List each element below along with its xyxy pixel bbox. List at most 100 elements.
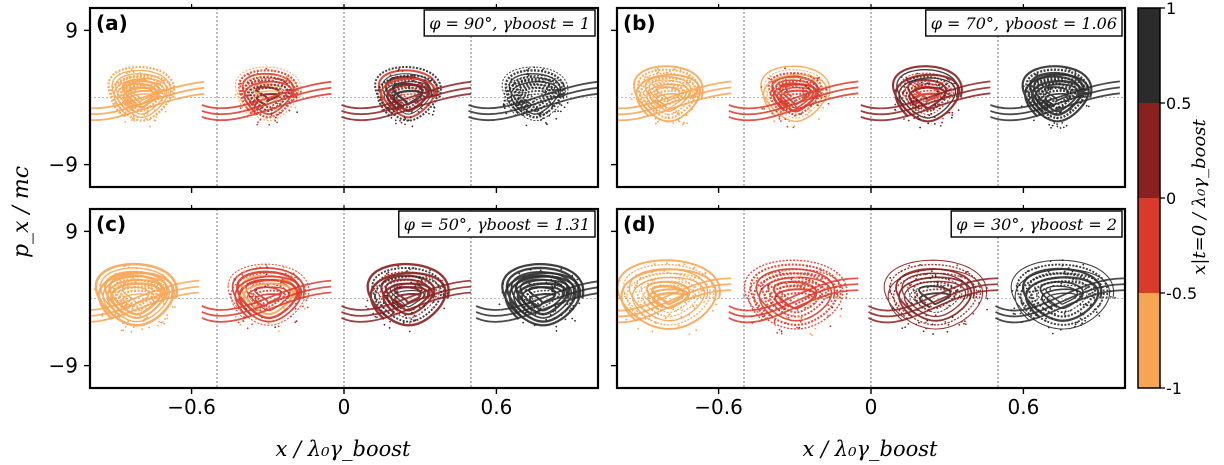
particle-dot xyxy=(624,295,627,298)
particle-dot xyxy=(416,96,419,99)
particle-dot xyxy=(657,68,659,70)
particle-dot xyxy=(236,303,239,306)
particle-dot xyxy=(519,298,522,300)
particle-dot xyxy=(402,321,405,324)
particle-dot xyxy=(788,120,790,123)
particle-dot xyxy=(131,117,134,120)
particle-dot xyxy=(812,77,815,80)
particle-dot xyxy=(814,327,817,330)
panel-label: (c) xyxy=(96,212,126,236)
particle-dot xyxy=(278,91,281,94)
particle-dot xyxy=(779,271,781,274)
particle-dot xyxy=(527,74,530,76)
particle-trail xyxy=(366,262,450,327)
particle-dot xyxy=(917,101,919,104)
particle-dot xyxy=(560,110,562,113)
sheared-tail xyxy=(868,283,999,318)
particle-dot xyxy=(1085,104,1088,107)
particle-dot xyxy=(411,283,414,285)
y-tick-label: −9 xyxy=(49,153,78,177)
particle-dot xyxy=(149,305,152,308)
colorbar-band xyxy=(1138,103,1160,198)
particle-dot xyxy=(761,289,764,292)
annotation-box xyxy=(423,9,596,37)
particle-dot xyxy=(633,286,636,289)
particle-dot xyxy=(666,121,668,123)
particle-dot xyxy=(506,93,508,96)
particle-dot xyxy=(266,266,268,268)
particle-dot xyxy=(171,306,174,308)
particle-dot xyxy=(256,72,259,75)
particle-dot xyxy=(396,303,399,306)
particle-dot xyxy=(895,303,897,306)
particle-dot xyxy=(945,83,947,86)
particle-dot xyxy=(1071,270,1074,273)
particle-dot xyxy=(118,73,121,75)
particle-dot xyxy=(800,316,803,319)
particle-trail xyxy=(760,65,831,123)
particle-dot xyxy=(534,313,537,316)
particle-dot xyxy=(255,309,257,311)
particle-dot xyxy=(414,315,417,318)
particle-dot xyxy=(1079,96,1082,99)
particle-dot xyxy=(944,321,947,323)
particle-dot xyxy=(410,77,412,80)
particle-dot xyxy=(502,282,504,285)
particle-trail xyxy=(107,65,176,122)
particle-dot xyxy=(381,106,383,109)
particle-dot xyxy=(914,79,916,82)
particle-dot xyxy=(252,83,254,85)
particle-dot xyxy=(365,305,367,308)
particle-dot xyxy=(807,279,810,282)
sheared-tail xyxy=(90,92,205,122)
particle-dot xyxy=(533,324,536,327)
particle-dot xyxy=(127,320,130,323)
particle-dot xyxy=(392,298,395,301)
particle-dot xyxy=(636,303,639,306)
particle-dot xyxy=(1093,308,1096,311)
particle-dot xyxy=(302,305,304,308)
particle-dot xyxy=(1033,89,1035,91)
particle-dot xyxy=(411,111,413,113)
particle-dot xyxy=(163,282,166,285)
particle-dot xyxy=(151,283,154,286)
particle-dot xyxy=(399,286,401,288)
particle-dot xyxy=(1011,289,1014,292)
colorbar-tick-label: 0 xyxy=(1166,189,1176,208)
sheared-tail xyxy=(728,92,859,122)
particle-dot xyxy=(692,305,695,308)
particle-dot xyxy=(1057,83,1060,85)
particle-dot xyxy=(762,93,764,95)
particle-dot xyxy=(1094,299,1096,301)
particle-dot xyxy=(778,103,781,106)
particle-dot xyxy=(373,287,376,290)
particle-dot xyxy=(525,288,528,291)
sheared-tail xyxy=(341,279,472,311)
particle-dot xyxy=(679,273,681,276)
particle-dot xyxy=(684,301,686,304)
particle-trail xyxy=(524,282,561,310)
particle-dot xyxy=(132,277,134,279)
particle-dot xyxy=(255,268,257,270)
particle-dot xyxy=(292,272,295,275)
particle-dot xyxy=(919,263,921,266)
x-tick-label: 0.6 xyxy=(1007,395,1039,419)
particle-dot xyxy=(572,308,574,310)
particle-trail xyxy=(104,270,169,319)
particle-dot xyxy=(248,295,251,298)
particle-dot xyxy=(677,324,680,327)
particle-dot xyxy=(550,287,553,289)
particle-dot xyxy=(1014,313,1016,315)
particle-trail xyxy=(1010,259,1115,330)
particle-dot xyxy=(277,330,280,332)
particle-dot xyxy=(1036,79,1038,82)
particle-dot xyxy=(526,293,529,296)
particle-dot xyxy=(773,319,776,322)
particle-dot xyxy=(283,307,285,310)
particle-dot xyxy=(288,109,291,112)
particle-dot xyxy=(281,89,284,92)
particle-dot xyxy=(133,119,136,122)
particle-dot xyxy=(1068,96,1070,98)
sheared-tail xyxy=(728,80,859,110)
particle-dot xyxy=(792,314,795,317)
